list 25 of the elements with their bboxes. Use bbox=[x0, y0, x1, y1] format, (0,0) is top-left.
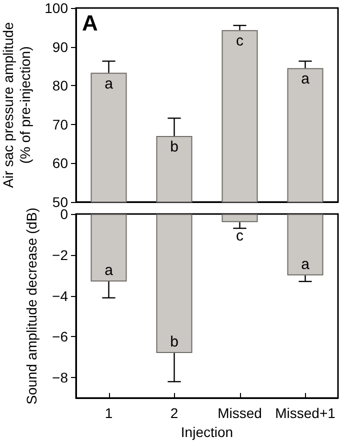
annotation: a bbox=[301, 70, 310, 88]
annotation: a bbox=[104, 262, 114, 279]
annotation: b bbox=[170, 138, 178, 156]
annotation: A bbox=[82, 10, 98, 36]
y-tick-label: 70 bbox=[52, 116, 68, 132]
y-axis-title: Air sac pressure amplitude (% of pre-injection) bbox=[0, 22, 34, 188]
x-tick-label: Missed bbox=[218, 405, 262, 421]
y-tick-label: 80 bbox=[52, 78, 68, 94]
x-tick-label: 2 bbox=[170, 405, 178, 421]
y-tick-label: −8 bbox=[52, 370, 68, 386]
annotation: a bbox=[104, 75, 114, 92]
annotation: c bbox=[236, 228, 244, 245]
y-axis-title: Sound amplitude decrease (dB) bbox=[24, 208, 40, 404]
x-axis-title: Injection bbox=[180, 424, 234, 440]
x-tick-label: Missed+1 bbox=[275, 405, 336, 421]
y-tick-label: 90 bbox=[52, 38, 68, 55]
annotation: b bbox=[170, 334, 178, 351]
annotation: c bbox=[236, 32, 244, 50]
annotation: a bbox=[301, 256, 310, 273]
y-tick-label: −4 bbox=[52, 288, 68, 304]
x-tick-label: 1 bbox=[104, 405, 113, 421]
y-tick-label: 60 bbox=[52, 155, 68, 172]
y-tick-label: −2 bbox=[52, 246, 68, 263]
y-tick-label: 100 bbox=[44, 0, 68, 16]
y-tick-label: −6 bbox=[52, 328, 68, 345]
